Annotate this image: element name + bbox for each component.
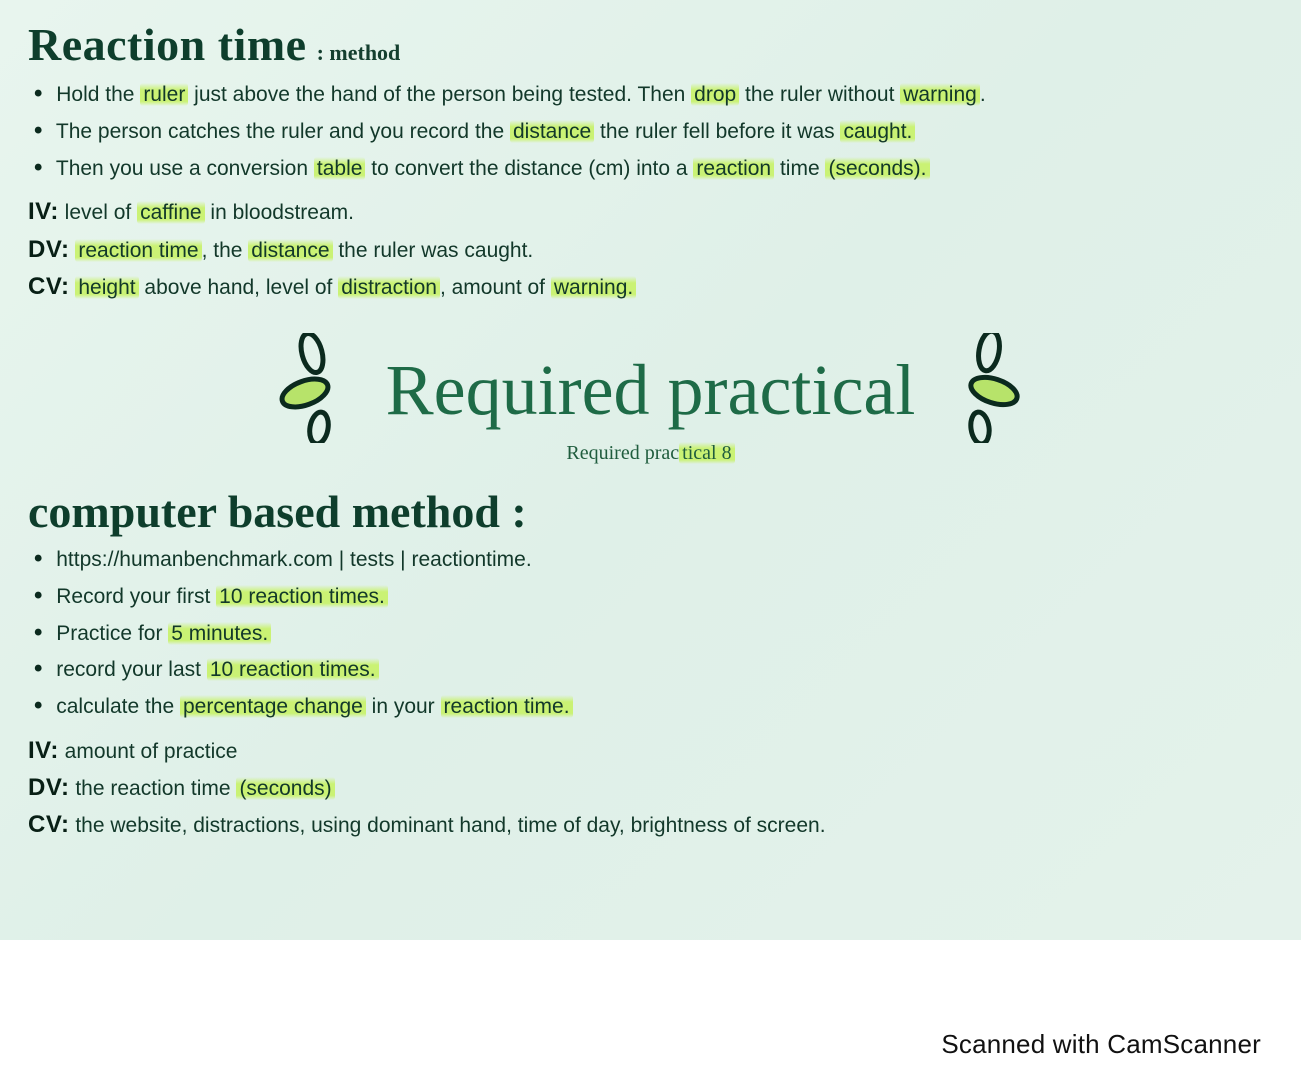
highlight: (seconds) <box>236 777 334 800</box>
highlight: percentage change <box>180 695 366 718</box>
text: to convert the distance (cm) into a <box>365 157 693 180</box>
text: the ruler fell before it was <box>594 120 840 143</box>
highlight: height <box>75 276 138 299</box>
highlight: reaction time. <box>441 695 573 718</box>
text: . <box>980 83 986 106</box>
text: calculate the <box>56 695 180 718</box>
text: Hold the <box>56 83 140 106</box>
text: Then you use a conversion <box>56 157 314 180</box>
list-item: The person catches the ruler and you rec… <box>34 114 1273 149</box>
highlight: reaction time <box>75 239 201 262</box>
text: The person catches the ruler and you rec… <box>56 120 510 143</box>
highlight: ruler <box>140 83 188 106</box>
text: Practice for <box>56 622 168 645</box>
list-item: Then you use a conversion table to conve… <box>34 151 1273 186</box>
section1-dv: DV: reaction time, the distance the rule… <box>28 231 1273 268</box>
text: level of <box>59 201 137 224</box>
scanner-watermark: Scanned with CamScanner <box>941 1029 1261 1060</box>
dv-label: DV: <box>28 236 70 263</box>
highlight: caffine <box>137 201 205 224</box>
highlight: warning <box>900 83 980 106</box>
highlight: drop <box>691 83 739 106</box>
section1-title-suffix: : method <box>317 40 401 66</box>
leaf-icon <box>934 333 1024 448</box>
highlight: tical 8 <box>679 442 734 464</box>
text: in your <box>366 695 441 718</box>
iv-label: IV: <box>28 198 59 225</box>
text: time <box>774 157 825 180</box>
list-item: https://humanbenchmark.com | tests | rea… <box>34 542 1273 577</box>
list-item: Hold the ruler just above the hand of th… <box>34 77 1273 112</box>
text: the reaction time <box>70 777 237 800</box>
section2-dv: DV: the reaction time (seconds) <box>28 769 1273 806</box>
text: the website, distractions, using dominan… <box>70 814 826 837</box>
section1-iv: IV: level of caffine in bloodstream. <box>28 193 1273 230</box>
list-item: record your last 10 reaction times. <box>34 652 1273 687</box>
text: Required prac <box>566 442 679 464</box>
text: amount of practice <box>59 740 238 763</box>
highlight: reaction <box>693 157 774 180</box>
center-subtitle: Required practical 8 <box>28 442 1273 465</box>
highlight: (seconds). <box>825 157 929 180</box>
iv-label: IV: <box>28 737 59 764</box>
leaf-icon <box>277 333 367 448</box>
highlight: caught. <box>840 120 915 143</box>
section1-title: Reaction time <box>28 18 307 71</box>
text: , the <box>202 239 249 262</box>
highlight: table <box>314 157 366 180</box>
highlight: distance <box>510 120 594 143</box>
highlight: 5 minutes. <box>168 622 271 645</box>
section2-iv: IV: amount of practice <box>28 732 1273 769</box>
section2-heading: computer based method : <box>28 485 1273 538</box>
notes-page: Reaction time : method Hold the ruler ju… <box>0 0 1301 940</box>
text: in bloodstream. <box>205 201 354 224</box>
text: above hand, level of <box>139 276 339 299</box>
highlight: distraction <box>338 276 440 299</box>
section1-title-row: Reaction time : method <box>28 18 1273 71</box>
cv-label: CV: <box>28 811 70 838</box>
text: just above the hand of the person being … <box>188 83 691 106</box>
list-item: calculate the percentage change in your … <box>34 689 1273 724</box>
text: the ruler was caught. <box>333 239 534 262</box>
dv-label: DV: <box>28 774 70 801</box>
text: record your last <box>56 658 207 681</box>
section2-cv: CV: the website, distractions, using dom… <box>28 806 1273 843</box>
section1-cv: CV: height above hand, level of distract… <box>28 268 1273 305</box>
text: the ruler without <box>739 83 900 106</box>
highlight: 10 reaction times. <box>207 658 379 681</box>
list-item: Practice for 5 minutes. <box>34 616 1273 651</box>
highlight: warning. <box>551 276 636 299</box>
cv-label: CV: <box>28 273 70 300</box>
center-title: Required practical <box>386 349 916 432</box>
center-title-wrap: Required practical Required practical 8 <box>28 333 1273 465</box>
text: Record your first <box>56 585 216 608</box>
highlight: distance <box>248 239 332 262</box>
text: https://humanbenchmark.com | tests | rea… <box>56 548 531 571</box>
list-item: Record your first 10 reaction times. <box>34 579 1273 614</box>
section2-bullets: https://humanbenchmark.com | tests | rea… <box>34 542 1273 724</box>
section1-bullets: Hold the ruler just above the hand of th… <box>34 77 1273 185</box>
text: , amount of <box>440 276 551 299</box>
highlight: 10 reaction times. <box>216 585 388 608</box>
